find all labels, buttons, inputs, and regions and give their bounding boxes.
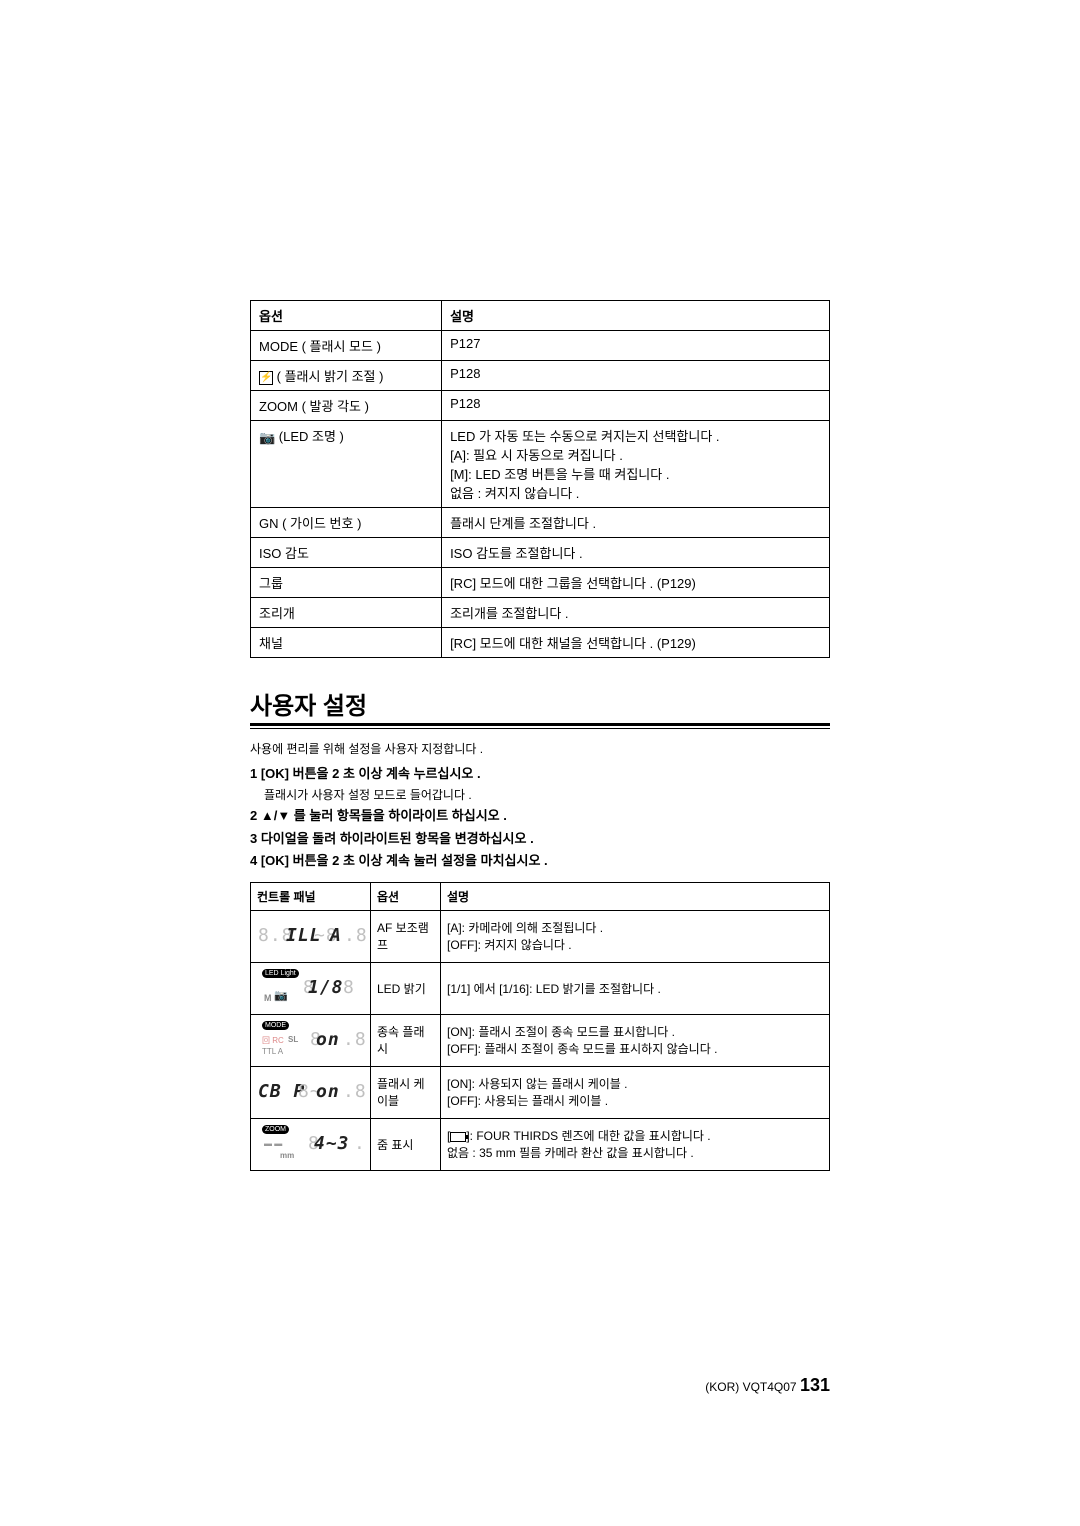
step-number: 4	[250, 853, 261, 868]
desc-cell: P128	[442, 361, 830, 391]
section-title: 사용자 설정	[250, 686, 830, 726]
bolt-icon: ⚡	[259, 371, 273, 385]
option-cell: 조리개	[251, 598, 442, 628]
lcd-panel-icon: MODE回 RCSLTTL A8on.8	[258, 1019, 363, 1059]
panel-cell: 8.8ILL~8A.8	[251, 910, 371, 962]
option-cell: ISO 감도	[251, 538, 442, 568]
option-cell: 채널	[251, 628, 442, 658]
desc-cell: [A]: 카메라에 의해 조절됩니다 . [OFF]: 켜지지 않습니다 .	[441, 910, 830, 962]
table-row: ZOOM▬ ▬mm84~3.줌 표시[]: FOUR THIRDS 렌즈에 대한…	[251, 1118, 830, 1170]
table2-header-option: 옵션	[371, 882, 441, 910]
option-cell: 📷 (LED 조명 )	[251, 421, 442, 508]
table-row: 📷 (LED 조명 )LED 가 자동 또는 수동으로 켜지는지 선택합니다 .…	[251, 421, 830, 508]
table1-header-option: 옵션	[251, 301, 442, 331]
lcd-panel-icon: ZOOM▬ ▬mm84~3.	[258, 1123, 363, 1163]
table-row: ISO 감도 ISO 감도를 조절합니다 .	[251, 538, 830, 568]
page-number: 131	[800, 1375, 830, 1395]
step-item: 3 다이얼을 돌려 하이라이트된 항목을 변경하십시오 .	[250, 828, 830, 850]
table1-header-desc: 설명	[442, 301, 830, 331]
table-row: 조리개 조리개를 조절합니다 .	[251, 598, 830, 628]
table-row: ZOOM ( 발광 각도 ) P128	[251, 391, 830, 421]
desc-cell: [ON]: 플래시 조절이 종속 모드를 표시합니다 . [OFF]: 플래시 …	[441, 1014, 830, 1066]
step-text: ▲/▼ 를 눌러 항목들을 하이라이트 하십시오 .	[261, 808, 507, 823]
option-label: 그룹	[259, 576, 283, 591]
desc-cell: P127	[442, 331, 830, 361]
step-text: [OK] 버튼을 2 초 이상 계속 누르십시오 .	[261, 766, 481, 781]
lcd-panel-icon: 8.8ILL~8A.8	[258, 915, 363, 955]
steps-list: 1 [OK] 버튼을 2 초 이상 계속 누르십시오 .플래시가 사용자 설정 …	[250, 763, 830, 872]
panel-cell: MODE回 RCSLTTL A8on.8	[251, 1014, 371, 1066]
option-label: (LED 조명 )	[275, 429, 344, 444]
option-label: GN ( 가이드 번호 )	[259, 516, 361, 531]
option-cell: 그룹	[251, 568, 442, 598]
desc-cell: [RC] 모드에 대한 채널을 선택합니다 . (P129)	[442, 628, 830, 658]
option-label: ( 플래시 밝기 조절 )	[273, 369, 383, 384]
step-text: 다이얼을 돌려 하이라이트된 항목을 변경하십시오 .	[261, 831, 534, 846]
options-table: 옵션 설명 MODE ( 플래시 모드 )P127⚡ ( 플래시 밝기 조절 )…	[250, 300, 830, 658]
table-row: MODE ( 플래시 모드 ) P127	[251, 331, 830, 361]
intro-text: 사용에 편리를 위해 설정을 사용자 지정합니다 .	[250, 740, 830, 757]
table-row: GN ( 가이드 번호 ) 플래시 단계를 조절합니다 .	[251, 508, 830, 538]
step-number: 3	[250, 831, 261, 846]
step-subtext: 플래시가 사용자 설정 모드로 들어갑니다 .	[264, 785, 830, 805]
custom-settings-table: 컨트롤 패널 옵션 설명 8.8ILL~8A.8AF 보조램프[A]: 카메라에…	[250, 882, 830, 1171]
step-text: [OK] 버튼을 2 초 이상 계속 눌러 설정을 마치십시오 .	[261, 853, 548, 868]
option-cell: 플래시 케이블	[371, 1066, 441, 1118]
option-label: 조리개	[259, 606, 295, 621]
table-row: 8.8ILL~8A.8AF 보조램프[A]: 카메라에 의해 조절됩니다 . […	[251, 910, 830, 962]
option-label: MODE ( 플래시 모드 )	[259, 339, 381, 354]
camera-light-icon: 📷	[259, 430, 275, 446]
desc-cell: ISO 감도를 조절합니다 .	[442, 538, 830, 568]
table-row: 채널 [RC] 모드에 대한 채널을 선택합니다 . (P129)	[251, 628, 830, 658]
option-cell: LED 밝기	[371, 962, 441, 1014]
option-cell: GN ( 가이드 번호 )	[251, 508, 442, 538]
page-footer: (KOR) VQT4Q07 131	[705, 1375, 830, 1396]
option-cell: ⚡ ( 플래시 밝기 조절 )	[251, 361, 442, 391]
table2-header-panel: 컨트롤 패널	[251, 882, 371, 910]
step-number: 2	[250, 808, 261, 823]
option-cell: MODE ( 플래시 모드 )	[251, 331, 442, 361]
option-label: ISO 감도	[259, 546, 309, 561]
step-item: 2 ▲/▼ 를 눌러 항목들을 하이라이트 하십시오 .	[250, 805, 830, 827]
table-row: CB P8~on.8플래시 케이블[ON]: 사용되지 않는 플래시 케이블 .…	[251, 1066, 830, 1118]
desc-cell: []: FOUR THIRDS 렌즈에 대한 값을 표시합니다 . 없음 : 3…	[441, 1118, 830, 1170]
lcd-panel-icon: LED LightM📷81/88	[258, 967, 363, 1007]
option-label: ZOOM ( 발광 각도 )	[259, 399, 369, 414]
desc-cell: LED 가 자동 또는 수동으로 켜지는지 선택합니다 . [A]: 필요 시 …	[442, 421, 830, 508]
table-row: MODE回 RCSLTTL A8on.8종속 플래시[ON]: 플래시 조절이 …	[251, 1014, 830, 1066]
step-number: 1	[250, 766, 261, 781]
footer-prefix: (KOR) VQT4Q07	[705, 1380, 796, 1394]
fourthirds-icon	[450, 1132, 466, 1142]
panel-cell: LED LightM📷81/88	[251, 962, 371, 1014]
step-item: 4 [OK] 버튼을 2 초 이상 계속 눌러 설정을 마치십시오 .	[250, 850, 830, 872]
lcd-panel-icon: CB P8~on.8	[258, 1071, 363, 1111]
table2-header-desc: 설명	[441, 882, 830, 910]
panel-cell: CB P8~on.8	[251, 1066, 371, 1118]
option-cell: 줌 표시	[371, 1118, 441, 1170]
desc-cell: [RC] 모드에 대한 그룹을 선택합니다 . (P129)	[442, 568, 830, 598]
desc-cell: P128	[442, 391, 830, 421]
table-row: LED LightM📷81/88LED 밝기[1/1] 에서 [1/16]: L…	[251, 962, 830, 1014]
option-cell: 종속 플래시	[371, 1014, 441, 1066]
desc-cell: [ON]: 사용되지 않는 플래시 케이블 . [OFF]: 사용되는 플래시 …	[441, 1066, 830, 1118]
step-item: 1 [OK] 버튼을 2 초 이상 계속 누르십시오 .	[250, 763, 830, 785]
desc-post: ]: FOUR THIRDS 렌즈에 대한 값을 표시합니다 . 없음 : 35…	[447, 1129, 711, 1160]
table-row: 그룹 [RC] 모드에 대한 그룹을 선택합니다 . (P129)	[251, 568, 830, 598]
desc-cell: [1/1] 에서 [1/16]: LED 밝기를 조절합니다 .	[441, 962, 830, 1014]
table-row: ⚡ ( 플래시 밝기 조절 )P128	[251, 361, 830, 391]
panel-cell: ZOOM▬ ▬mm84~3.	[251, 1118, 371, 1170]
desc-cell: 플래시 단계를 조절합니다 .	[442, 508, 830, 538]
option-label: 채널	[259, 636, 283, 651]
option-cell: AF 보조램프	[371, 910, 441, 962]
desc-cell: 조리개를 조절합니다 .	[442, 598, 830, 628]
option-cell: ZOOM ( 발광 각도 )	[251, 391, 442, 421]
